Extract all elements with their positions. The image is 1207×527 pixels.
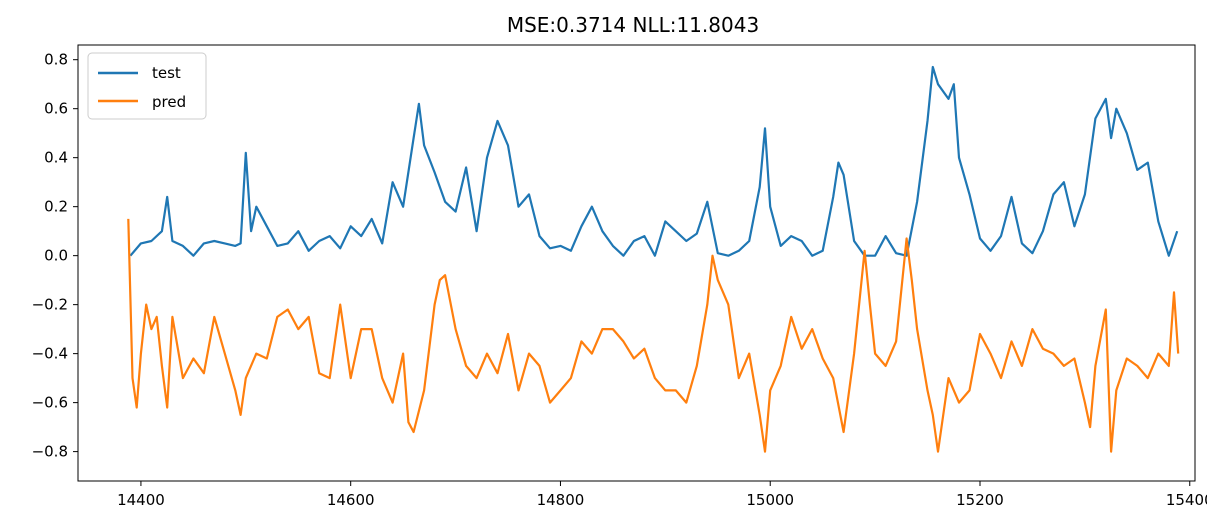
y-tick-label: −0.8 (32, 443, 68, 461)
y-tick-label: −0.6 (32, 394, 68, 412)
x-tick-label: 15000 (746, 491, 794, 509)
y-tick-label: 0.4 (44, 149, 68, 167)
legend-label-test: test (152, 64, 181, 82)
series-layer (127, 65, 1180, 453)
y-tick-label: −0.4 (32, 345, 68, 363)
legend: test pred (87, 52, 207, 120)
y-tick-label: 0.0 (44, 247, 68, 265)
x-tick-label: 14400 (117, 491, 165, 509)
legend-box (87, 52, 207, 120)
chart-title: MSE:0.3714 NLL:11.8043 (507, 13, 759, 37)
y-axis: −0.8 −0.6 −0.4 −0.2 0.0 0.2 0.4 0.6 0.8 (32, 51, 78, 461)
series-line-test (129, 65, 1179, 257)
y-tick-label: 0.2 (44, 198, 68, 216)
y-tick-label: 0.8 (44, 51, 68, 69)
x-axis: 14400 14600 14800 15000 15200 15400 (117, 481, 1207, 509)
x-tick-label: 15400 (1166, 491, 1207, 509)
x-tick-label: 15200 (956, 491, 1004, 509)
series-line-pred (127, 218, 1180, 453)
x-tick-label: 14800 (537, 491, 585, 509)
legend-label-pred: pred (152, 93, 186, 111)
y-tick-label: 0.6 (44, 100, 68, 118)
plot-frame (77, 44, 1196, 482)
y-tick-label: −0.2 (32, 296, 68, 314)
x-tick-label: 14600 (327, 491, 375, 509)
